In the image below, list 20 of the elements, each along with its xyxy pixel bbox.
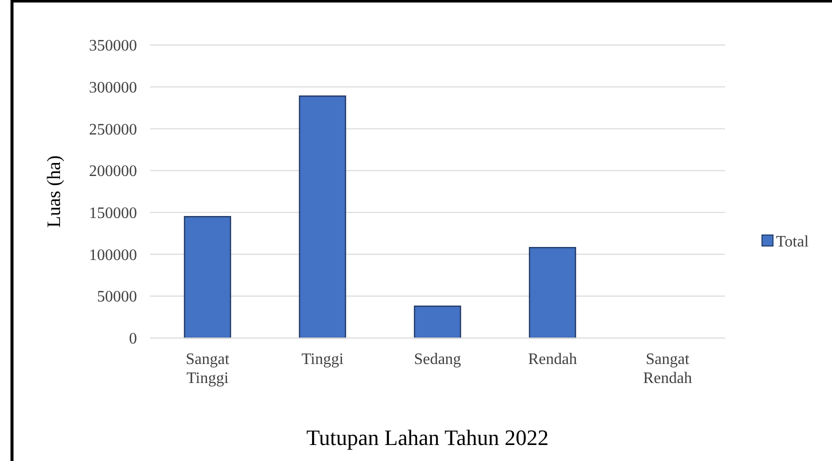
y-tick-label: 250000	[89, 121, 137, 138]
x-axis-title: Tutupan Lahan Tahun 2022	[306, 425, 549, 450]
x-tick-label: Sedang	[414, 351, 462, 368]
y-tick-label: 0	[129, 330, 137, 348]
y-tick-label: 300000	[89, 79, 137, 96]
legend-label: Total	[776, 234, 810, 251]
bar	[414, 306, 462, 339]
y-tick-label: 50000	[97, 288, 137, 306]
y-tick-label: 350000	[89, 38, 137, 55]
y-axis-title: Luas (ha)	[44, 155, 65, 228]
y-tick-label: 200000	[89, 163, 137, 180]
y-tick-label: 150000	[89, 205, 137, 222]
bar	[298, 95, 346, 339]
bar	[184, 216, 232, 339]
x-tick-label: Sangat Tinggi	[186, 351, 230, 387]
x-tick-label: Tinggi	[301, 351, 344, 368]
x-tick-label: Sangat Rendah	[643, 351, 692, 387]
bar	[528, 246, 576, 339]
y-tick-label: 100000	[89, 246, 137, 264]
x-tick-label: Rendah	[528, 351, 577, 368]
